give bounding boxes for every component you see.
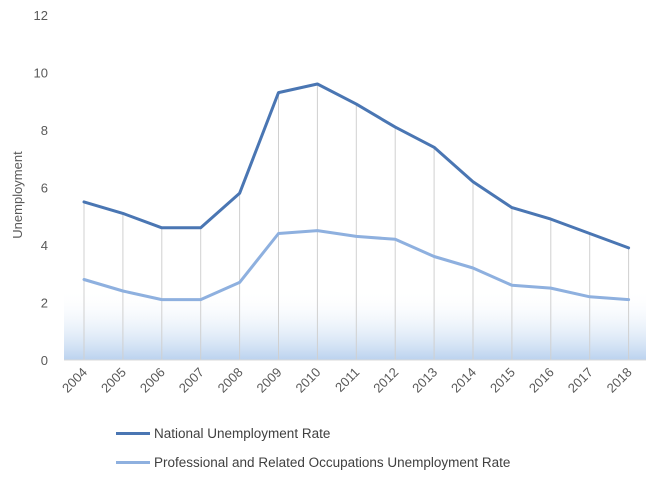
legend-item-professional: Professional and Related Occupations Une… bbox=[116, 455, 510, 470]
x-tick-label: 2004 bbox=[59, 365, 90, 396]
plot-gradient-band bbox=[64, 290, 646, 360]
x-tick-label: 2011 bbox=[332, 365, 362, 395]
legend-label-professional: Professional and Related Occupations Une… bbox=[154, 455, 511, 470]
x-tick-label: 2006 bbox=[137, 365, 168, 396]
x-tick-label: 2015 bbox=[487, 365, 518, 396]
x-axis-ticks: 2004 2005 2006 2007 2008 2009 2010 2011 2012 2013… bbox=[59, 365, 635, 396]
x-tick-label: 2010 bbox=[292, 365, 323, 396]
y-axis-ticks: 0 2 4 6 8 10 12 bbox=[34, 8, 48, 368]
y-tick-label: 4 bbox=[41, 238, 48, 253]
x-tick-label: 2005 bbox=[98, 365, 129, 396]
x-tick-label: 2016 bbox=[526, 365, 557, 396]
legend-item-national: National Unemployment Rate bbox=[116, 426, 330, 441]
y-tick-label: 8 bbox=[41, 123, 48, 138]
x-tick-label: 2007 bbox=[176, 365, 207, 396]
y-tick-label: 6 bbox=[41, 181, 48, 196]
x-tick-label: 2017 bbox=[565, 365, 596, 396]
y-tick-label: 2 bbox=[41, 296, 48, 311]
y-tick-label: 0 bbox=[41, 353, 48, 368]
y-tick-label: 10 bbox=[34, 66, 48, 81]
y-tick-label: 12 bbox=[34, 8, 48, 23]
x-tick-label: 2008 bbox=[215, 365, 246, 396]
x-tick-label: 2018 bbox=[604, 365, 635, 396]
legend-label-national: National Unemployment Rate bbox=[154, 426, 331, 441]
legend-swatch-national bbox=[116, 432, 150, 435]
series-lines bbox=[82, 82, 631, 302]
x-tick-label: 2013 bbox=[409, 365, 440, 396]
legend-swatch-professional bbox=[116, 461, 150, 464]
x-tick-label: 2009 bbox=[254, 365, 285, 396]
y-axis-label: Unemployment bbox=[10, 151, 25, 239]
x-tick-label: 2014 bbox=[448, 365, 479, 396]
x-tick-label: 2012 bbox=[370, 365, 401, 396]
